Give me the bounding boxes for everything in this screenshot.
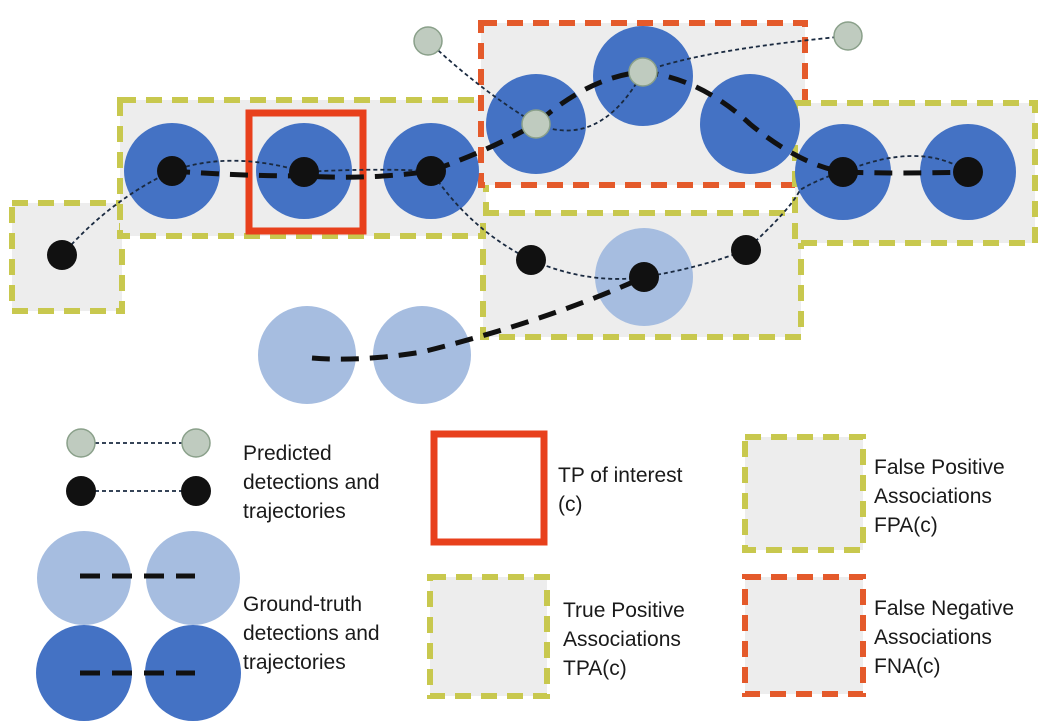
gt-trajectory-dark — [171, 69, 969, 180]
legend-predicted-label: Predicted detections and trajectories — [243, 442, 385, 523]
pred-trajectories — [61, 35, 969, 280]
gt-trajectories — [171, 69, 969, 362]
legend-pred-light-icon — [181, 428, 211, 458]
legend-pred-dark-icon — [181, 476, 211, 506]
pred-dark-detection — [416, 156, 446, 186]
legend-predicted-symbols — [66, 428, 211, 506]
legend-tpa-label: True Positive Associations TPA(c) — [563, 599, 691, 680]
legend-fna-icon — [742, 574, 866, 697]
legend-fna-label: False Negative Associations FNA(c) — [874, 597, 1020, 678]
pred-dark-detection — [516, 245, 546, 275]
legend-ground-truth-symbols — [36, 531, 241, 721]
legend-fpa-label: False Positive Associations FPA(c) — [874, 456, 1011, 537]
legend-ground-truth-label: Ground-truth detections and trajectories — [243, 593, 385, 674]
legend-tpa-icon — [427, 574, 550, 699]
legend: Predicted detections and trajectories Gr… — [36, 428, 1020, 721]
pred-dark-detection — [629, 262, 659, 292]
gt-light-detection — [373, 306, 471, 404]
pred-dark-detection — [157, 156, 187, 186]
pred-trajectory-dark — [61, 155, 969, 280]
tpa-box-left-small — [9, 200, 125, 314]
gt-light-detection — [258, 306, 356, 404]
pred-light-detection — [833, 21, 863, 51]
pred-light-detection — [521, 109, 551, 139]
pred-dark-detection — [47, 240, 77, 270]
pred-light-detection — [413, 26, 443, 56]
legend-pred-dark-icon — [66, 476, 96, 506]
pred-trajectory-light — [427, 35, 849, 132]
pred-dark-detection — [953, 157, 983, 187]
legend-pred-light-icon — [66, 428, 96, 458]
pred-light-detection — [628, 57, 658, 87]
legend-tp-label: TP of interest (c) — [558, 464, 688, 516]
pred-detections — [47, 21, 983, 292]
pred-dark-detection — [289, 157, 319, 187]
tp-of-interest-box — [245, 109, 367, 235]
legend-tp-icon — [430, 430, 548, 546]
pred-dark-detection — [731, 235, 761, 265]
legend-fpa-icon — [742, 434, 866, 553]
pred-dark-detection — [828, 157, 858, 187]
gt-trajectory-light — [311, 274, 646, 362]
